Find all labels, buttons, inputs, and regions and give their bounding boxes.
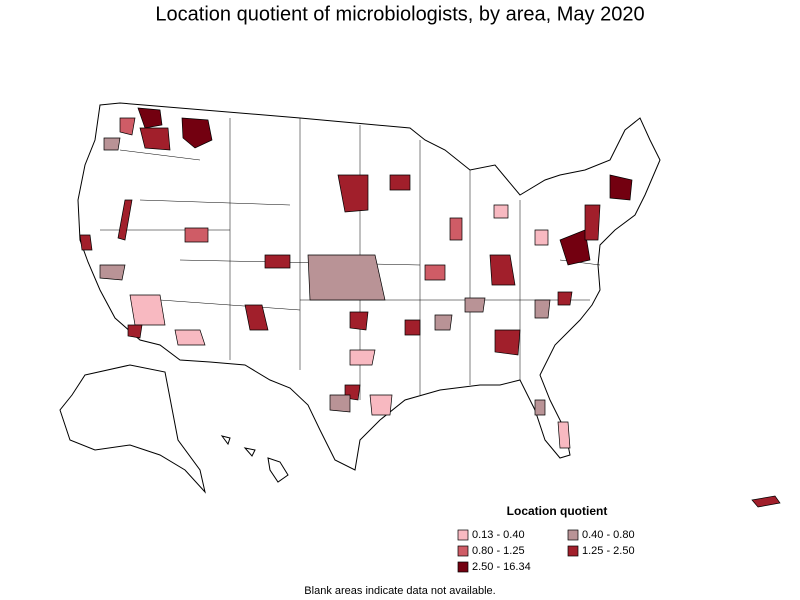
area	[129, 294, 166, 326]
area	[244, 304, 269, 331]
area	[584, 204, 601, 241]
area	[489, 254, 516, 286]
puerto-rico	[751, 495, 781, 508]
legend-label: 0.80 - 1.25	[472, 545, 525, 557]
area	[424, 264, 446, 281]
footnote: Blank areas indicate data not available.	[304, 585, 495, 597]
area	[404, 319, 421, 336]
area	[534, 299, 551, 319]
area	[181, 117, 213, 149]
area	[103, 137, 121, 151]
area	[534, 229, 549, 246]
hawaii	[220, 435, 289, 483]
area	[117, 199, 133, 241]
area	[127, 324, 143, 339]
legend-label: 0.13 - 0.40	[472, 529, 525, 541]
area	[99, 264, 126, 281]
area	[139, 127, 171, 151]
area	[337, 174, 369, 213]
area	[559, 229, 591, 266]
area	[369, 394, 393, 416]
area	[174, 329, 206, 346]
area	[264, 254, 291, 269]
legend-swatch	[457, 529, 469, 541]
area	[79, 234, 93, 251]
legend: 0.13 - 0.40 0.40 - 0.80 0.80 - 1.25 1.25 - …	[457, 529, 635, 573]
area	[137, 107, 163, 129]
legend-swatch	[567, 529, 579, 541]
map	[59, 102, 781, 508]
area	[184, 227, 209, 243]
legend-title: Location quotient	[507, 504, 608, 518]
legend-label: 1.25 - 2.50	[582, 545, 635, 557]
legend-swatch	[457, 561, 469, 573]
area	[493, 204, 509, 219]
area	[534, 399, 546, 416]
area	[389, 174, 411, 191]
area	[307, 254, 386, 301]
area	[464, 297, 486, 313]
area	[349, 311, 369, 331]
area	[349, 349, 376, 366]
area	[557, 421, 571, 449]
area	[434, 314, 453, 331]
legend-label: 0.40 - 0.80	[582, 529, 635, 541]
area	[329, 394, 351, 413]
legend-label: 2.50 - 16.34	[472, 561, 531, 573]
area	[609, 174, 633, 201]
area	[494, 329, 521, 356]
alaska	[59, 364, 206, 494]
area	[449, 217, 463, 241]
legend-swatch	[457, 545, 469, 557]
map-title: Location quotient of microbiologists, by…	[155, 3, 644, 25]
legend-swatch	[567, 545, 579, 557]
area	[119, 117, 136, 136]
area	[557, 291, 573, 306]
